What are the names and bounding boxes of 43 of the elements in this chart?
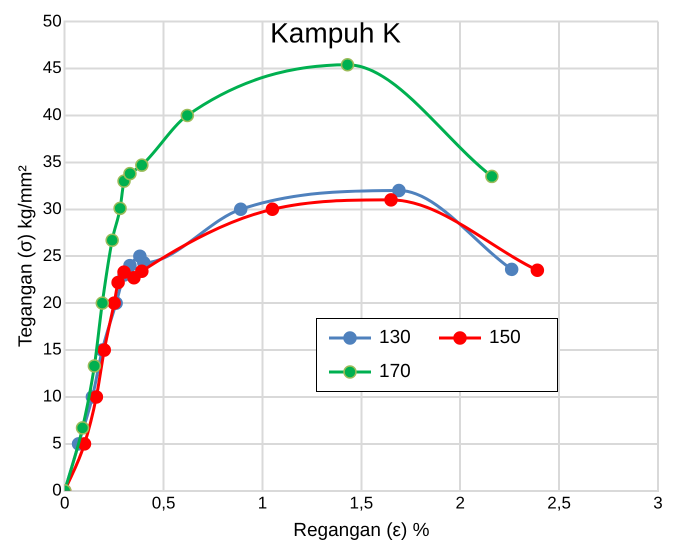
point: [135, 158, 149, 172]
x-tick-label: 2: [456, 494, 465, 513]
x-tick-label: 3: [653, 494, 663, 513]
y-tick-label: 0: [52, 480, 62, 500]
point: [504, 262, 518, 276]
legend-label: 150: [489, 327, 521, 349]
point: [88, 359, 102, 373]
y-tick-label: 50: [42, 11, 62, 30]
y-tick-label: 30: [42, 198, 62, 218]
point: [485, 170, 499, 184]
y-tick-label: 20: [42, 292, 62, 312]
y-tick-label: 5: [52, 434, 62, 453]
x-tick-label: 0,5: [152, 494, 176, 513]
x-axis-title: Regangan (ε) %: [293, 520, 430, 541]
point: [123, 166, 137, 180]
point: [90, 390, 104, 404]
point: [384, 193, 398, 207]
y-tick-label: 35: [42, 152, 62, 172]
point: [392, 184, 406, 198]
y-tick-label: 25: [42, 246, 62, 265]
chart-title: Kampuh K: [270, 18, 402, 49]
legend-label: 130: [379, 327, 411, 349]
point: [117, 265, 131, 279]
point: [105, 233, 119, 247]
y-tick-label: 10: [42, 386, 62, 406]
y-tick-label: 40: [42, 105, 62, 124]
point: [76, 421, 90, 435]
point: [234, 202, 248, 216]
x-tick-label: 2,5: [547, 494, 571, 513]
point: [530, 264, 544, 278]
legend-label: 170: [379, 361, 411, 383]
point: [340, 58, 354, 72]
point: [180, 108, 194, 122]
point: [135, 264, 149, 278]
point: [96, 296, 110, 310]
point: [111, 276, 125, 290]
y-axis-title: Tegangan (σ) kg/mm²: [16, 165, 37, 348]
point: [266, 202, 280, 216]
point: [113, 202, 127, 216]
y-tick-label: 15: [42, 340, 62, 359]
x-tick-label: 1,5: [350, 494, 374, 513]
x-tick-label: 1: [258, 494, 268, 513]
y-tick-label: 45: [42, 58, 62, 78]
